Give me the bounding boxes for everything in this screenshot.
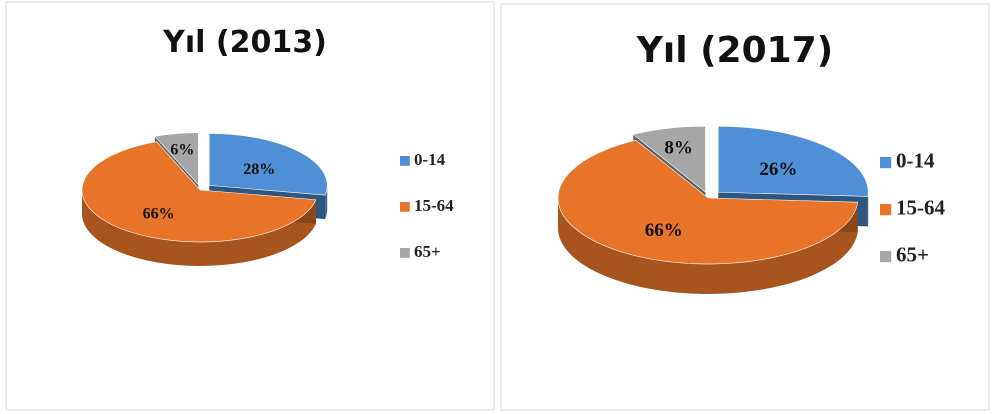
slice <box>154 132 199 186</box>
legend-label: 15-64 <box>414 196 454 215</box>
slice-side <box>325 185 328 220</box>
data-label: 8% <box>664 138 693 159</box>
slice-side <box>82 190 316 266</box>
legend-swatch <box>880 157 892 169</box>
slice <box>208 133 328 196</box>
data-label: 66% <box>143 206 175 223</box>
legend-swatch <box>400 156 410 166</box>
slice <box>557 139 859 265</box>
legend-label: 65+ <box>414 242 441 261</box>
data-label: 26% <box>759 159 797 180</box>
slice <box>81 141 317 243</box>
chart-title: Yıl (2013) <box>162 25 327 60</box>
data-label: 66% <box>645 220 683 241</box>
slice <box>717 125 869 197</box>
legend-swatch <box>880 251 892 263</box>
legend-label: 15-64 <box>896 195 945 219</box>
slice-side <box>558 198 858 294</box>
slice <box>632 125 706 193</box>
chart-title: Yıl (2017) <box>636 30 833 71</box>
legend-swatch <box>400 248 410 258</box>
legend-swatch <box>400 202 410 212</box>
data-label: 28% <box>243 161 275 178</box>
legend-label: 65+ <box>896 242 929 266</box>
legend-label: 0-14 <box>414 150 446 169</box>
legend-label: 0-14 <box>896 148 935 172</box>
legend-swatch <box>880 204 892 216</box>
data-label: 6% <box>170 142 194 159</box>
